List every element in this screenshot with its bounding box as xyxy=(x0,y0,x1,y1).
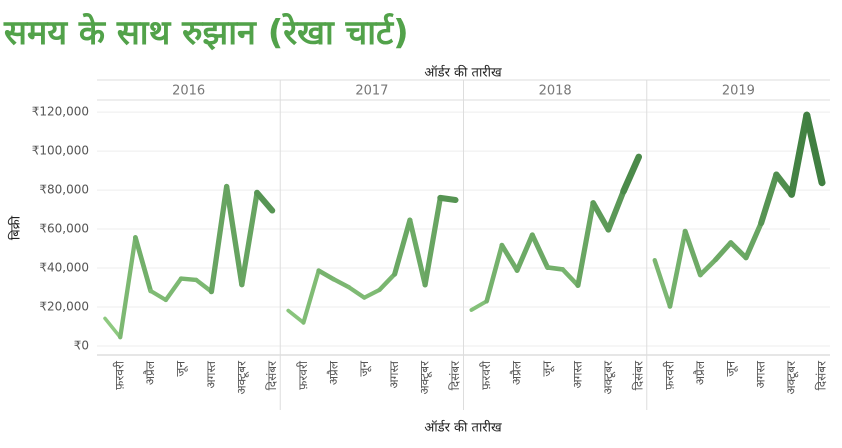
line-segment xyxy=(103,316,122,340)
line-segment xyxy=(331,277,352,290)
line-segment xyxy=(208,183,230,295)
x-tick-label: जून xyxy=(357,361,372,377)
line-segment xyxy=(698,257,718,278)
x-tick-label: अगस्त xyxy=(204,360,218,389)
line-segment xyxy=(407,217,428,288)
x-tick-label: दिसंबर xyxy=(815,360,829,390)
y-tick-label: ₹120,000 xyxy=(32,105,89,119)
y-tick-label: ₹100,000 xyxy=(32,144,89,158)
x-tick-label: अक्टूबर xyxy=(601,360,616,395)
x-tick-label: अक्टूबर xyxy=(418,360,433,395)
line-segment xyxy=(484,242,505,304)
y-tick-label: ₹60,000 xyxy=(39,222,89,236)
y-tick-label: ₹80,000 xyxy=(39,183,89,197)
x-tick-label: दिसंबर xyxy=(448,360,462,390)
x-tick-label: अगस्त xyxy=(754,360,768,389)
line-segment xyxy=(163,276,184,303)
line-segment xyxy=(529,232,551,270)
x-tick-label: दिसंबर xyxy=(265,360,279,390)
line-segment xyxy=(133,235,154,294)
line-segment xyxy=(346,285,367,300)
x-tick-label: दिसंबर xyxy=(631,360,645,390)
line-segment xyxy=(377,271,397,293)
line-segment xyxy=(575,200,596,288)
y-axis-title: बिक्री xyxy=(8,215,24,240)
line-segment xyxy=(743,220,764,261)
line-segment xyxy=(254,189,276,214)
line-segment xyxy=(560,267,581,288)
line-segment xyxy=(469,299,489,312)
line-segment xyxy=(239,190,260,288)
line-segment xyxy=(194,277,214,294)
panel-header: 2018 xyxy=(539,84,572,99)
line-segment xyxy=(620,153,643,195)
chart-title: समय के साथ रुझान (रेखा चार्ट) xyxy=(3,12,409,53)
line-segment xyxy=(499,242,520,273)
line-segment xyxy=(728,240,749,261)
line-segment xyxy=(178,276,199,283)
line-segment xyxy=(422,195,443,288)
y-tick-label: ₹20,000 xyxy=(39,300,89,314)
line-segment xyxy=(223,183,245,288)
x-tick-label: जून xyxy=(174,361,189,377)
line-segment xyxy=(514,232,535,273)
x-tick-label: जून xyxy=(540,361,555,377)
x-tick-label: अप्रैल xyxy=(326,360,340,385)
panel-header: 2016 xyxy=(172,84,205,99)
x-tick-label: अप्रैल xyxy=(143,360,157,385)
line-segment xyxy=(758,171,780,227)
x-tick-label: फ़रवरी xyxy=(296,360,310,390)
line-segment xyxy=(545,265,566,272)
x-tick-label: अगस्त xyxy=(387,360,401,389)
x-tick-label: अक्टूबर xyxy=(784,360,799,395)
line-segment xyxy=(286,308,306,325)
line-segment xyxy=(316,268,337,282)
x-tick-label: जून xyxy=(723,361,738,377)
line-segment xyxy=(590,200,612,233)
line-segment xyxy=(148,288,168,303)
line-segment xyxy=(803,111,826,187)
x-tick-label: अप्रैल xyxy=(510,360,524,385)
line-segment xyxy=(437,194,459,204)
x-tick-label: फ़रवरी xyxy=(479,360,493,390)
line-segment xyxy=(118,235,138,340)
panel-header: 2017 xyxy=(355,84,388,99)
y-tick-label: ₹40,000 xyxy=(39,261,89,275)
line-segment xyxy=(788,111,811,198)
x-tick-label: अगस्त xyxy=(570,360,584,389)
line-segment xyxy=(392,217,413,277)
x-tick-label: फ़रवरी xyxy=(662,360,676,390)
x-axis-top-title: ऑर्डर की तारीख xyxy=(424,65,502,81)
x-tick-label: अप्रैल xyxy=(693,360,707,385)
line-segment xyxy=(713,240,734,263)
line-segment xyxy=(652,258,673,309)
line-segment xyxy=(605,188,627,233)
x-axis-title: ऑर्डर की तारीख xyxy=(424,420,502,436)
line-segment xyxy=(682,228,703,278)
panel-header: 2019 xyxy=(722,84,755,99)
x-tick-label: अक्टूबर xyxy=(234,360,249,395)
line-segment xyxy=(301,268,321,325)
line-segment xyxy=(667,228,688,309)
y-tick-label: ₹0 xyxy=(74,339,89,353)
x-tick-label: फ़रवरी xyxy=(113,360,127,390)
line-segment xyxy=(362,287,382,300)
